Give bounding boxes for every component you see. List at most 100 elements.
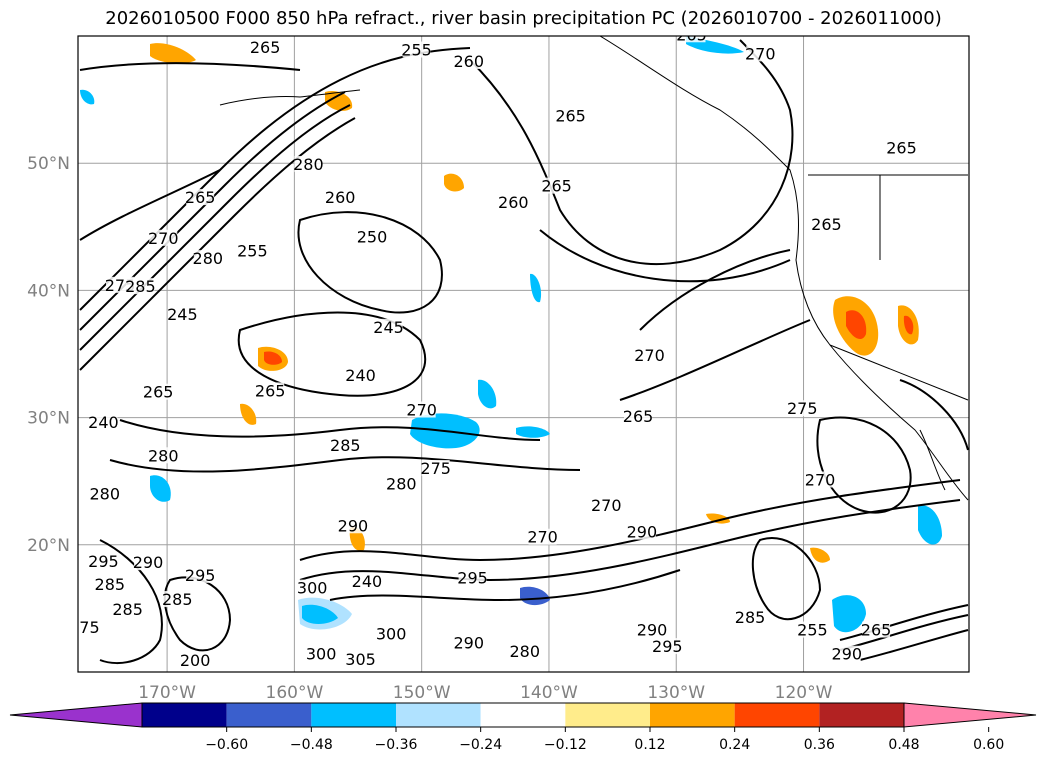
contour-label-bg: [346, 367, 375, 384]
contour-label-bg: [677, 36, 706, 43]
colorbar-tick-label: −0.36: [375, 737, 418, 753]
contour-label-bg: [374, 318, 403, 335]
contour-label-bg: [186, 189, 215, 206]
colorbar-swatch: [734, 703, 820, 727]
contour-label-bg: [298, 579, 327, 596]
contour-label-bg: [331, 437, 360, 454]
lat-tick-label: 40°N: [27, 281, 70, 301]
contour-label: 240: [345, 366, 376, 385]
contour-label: 295: [185, 566, 216, 585]
coastline: [219, 89, 361, 106]
contour-label-text: 275: [69, 618, 100, 637]
colorbar-tick-label: 0.48: [888, 737, 919, 753]
contour-label-bg: [624, 407, 653, 424]
contour-label: 270: [745, 44, 776, 63]
contour-label: 265: [255, 381, 286, 400]
contour-label-text: 265: [555, 107, 586, 126]
coastlines: [219, 36, 969, 501]
colorbar-tick-label: 0.60: [973, 737, 1004, 753]
colorbar-swatch: [650, 703, 735, 727]
contour-label-text: 240: [88, 413, 119, 432]
colorbar-tick-label: 0.12: [634, 737, 665, 753]
contour-label: 300: [297, 579, 328, 598]
contour-label-bg: [113, 601, 142, 618]
shade-patch: [302, 604, 338, 624]
contour-label-text: 270: [634, 346, 665, 365]
colorbar-extend-low: [9, 702, 143, 728]
colorbar: −0.60 −0.48 −0.36 −0.24 −0.12 0.12 0.24 0.36 0.4…: [9, 702, 1037, 753]
contour-label-text: 270: [406, 401, 437, 420]
contour-label-bg: [421, 460, 450, 477]
contour-label-text: 280: [193, 249, 224, 268]
lon-tick-label: 120°W: [775, 683, 833, 703]
contour-label-text: 260: [325, 188, 356, 207]
contour-label: 240: [88, 413, 119, 432]
colorbar-tick-label: −0.48: [290, 737, 333, 753]
contour-label: 260: [325, 188, 356, 207]
contour-line: [163, 576, 232, 652]
contour-label: 295: [457, 568, 488, 587]
contour-label-bg: [528, 528, 557, 545]
coastline: [599, 36, 969, 501]
contour-label: 265: [555, 107, 586, 126]
shade-patch: [832, 595, 866, 633]
contour-label: 280: [293, 155, 324, 174]
contour-label: 240: [352, 572, 383, 591]
lon-tick-label: 150°W: [393, 683, 451, 703]
contour-label: 285: [162, 590, 193, 609]
colorbar-swatch: [819, 703, 904, 727]
contour-line: [539, 229, 791, 283]
shade-patch: [325, 90, 353, 111]
contour-label-text: 275: [420, 459, 451, 478]
contour-label-text: 265: [185, 188, 216, 207]
shade-patch: [150, 475, 171, 502]
shade-patch: [520, 586, 550, 606]
contour-label-text: 285: [125, 277, 156, 296]
contour-label-bg: [556, 107, 585, 124]
shaded-field: [80, 36, 942, 633]
contour-label-text: 265: [623, 407, 654, 426]
colorbar-extend-high: [903, 702, 1037, 728]
contour-line: [751, 537, 822, 621]
contour-label-bg: [294, 156, 323, 173]
contour-label-text: 285: [162, 590, 193, 609]
contour-line: [79, 104, 351, 351]
contour-line: [469, 39, 794, 266]
contour-label-bg: [238, 242, 267, 259]
lat-tick-label: 30°N: [27, 409, 70, 429]
chart-title: 2026010500 F000 850 hPa refract., river …: [105, 8, 942, 29]
contour-label: 280: [386, 474, 417, 493]
shade-patch: [516, 426, 550, 438]
map-area: [78, 36, 969, 672]
colorbar-swatch: [311, 703, 396, 727]
contour-label-bg: [454, 634, 483, 651]
contour-line: [99, 539, 163, 665]
contour-label-text: 295: [185, 566, 216, 585]
coastline: [919, 429, 946, 491]
contour-label: 280: [509, 642, 540, 661]
contour-label: 290: [338, 516, 369, 535]
contour-label-text: 255: [401, 41, 432, 60]
shade-patch: [150, 43, 196, 64]
contour-label-text: 200: [180, 651, 211, 670]
shade-patch: [478, 379, 497, 409]
colorbar-tick-label: −0.24: [459, 737, 502, 753]
contour-label-bg: [126, 278, 155, 295]
contour-label-text: 280: [386, 474, 417, 493]
contour-label-bg: [454, 52, 483, 69]
contour-label-bg: [358, 228, 387, 245]
contour-label: 285: [330, 436, 361, 455]
contour-line: [299, 479, 961, 562]
contour-label: 255: [401, 41, 432, 60]
shade-patch: [903, 315, 914, 335]
contour-label-text: 290: [637, 621, 668, 640]
latitude-axis: 20°N 30°N 40°N 50°N: [27, 154, 70, 556]
contour-label-text: 300: [297, 579, 328, 598]
contour-label-bg: [144, 383, 173, 400]
contour-label: 290: [637, 621, 668, 640]
contour-label-bg: [788, 400, 817, 417]
map-frame: [77, 35, 970, 673]
contour-line: [619, 319, 811, 401]
contour-label-text: 255: [797, 621, 828, 640]
contour-label-bg: [653, 638, 682, 655]
